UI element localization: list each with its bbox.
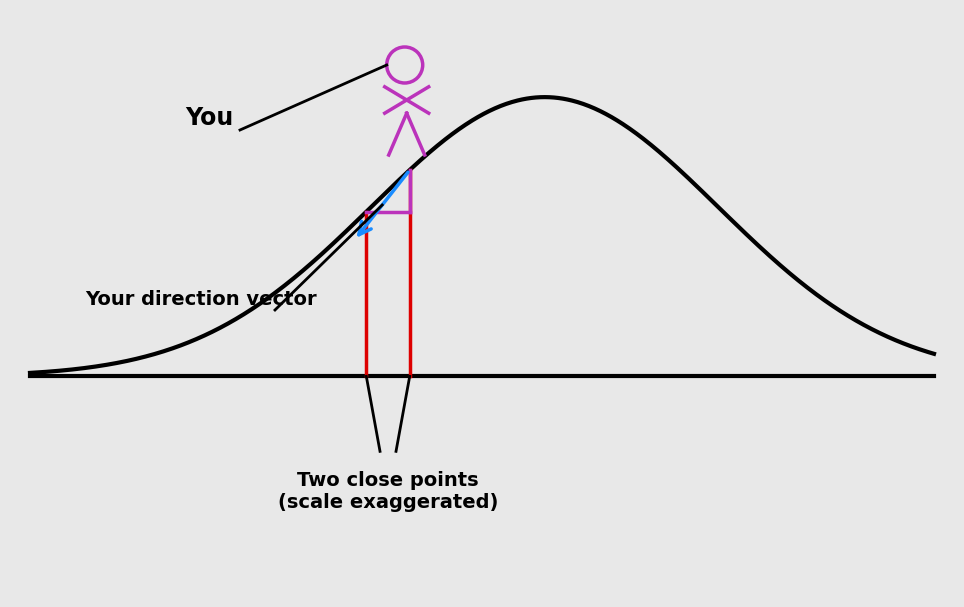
Text: You: You bbox=[185, 106, 233, 130]
Text: Your direction vector: Your direction vector bbox=[85, 290, 316, 309]
Text: Two close points
(scale exaggerated): Two close points (scale exaggerated) bbox=[278, 472, 498, 512]
